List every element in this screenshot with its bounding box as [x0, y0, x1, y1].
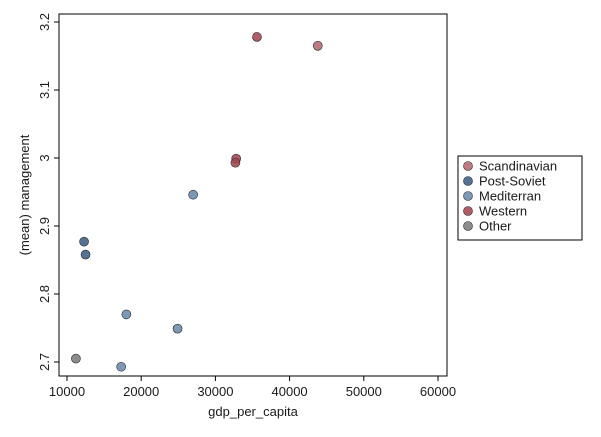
- x-axis-label: gdp_per_capita: [208, 404, 298, 419]
- y-tick-label: 2.8: [37, 285, 52, 303]
- legend-label: Other: [479, 219, 512, 234]
- data-point: [80, 249, 91, 260]
- legend-marker: [463, 176, 473, 186]
- x-tick-label: 60000: [420, 384, 456, 399]
- plot-frame: [58, 13, 448, 377]
- y-tick-label: 3: [37, 154, 52, 161]
- legend-label: Scandinavian: [479, 159, 557, 174]
- legend-label: Mediterran: [479, 189, 541, 204]
- data-point: [116, 361, 126, 372]
- legend-label: Post-Soviet: [479, 174, 546, 189]
- x-tick-label: 30000: [197, 384, 233, 399]
- x-tick-label: 10000: [49, 384, 85, 399]
- legend: ScandinavianPost-SovietMediterranWestern…: [457, 155, 583, 241]
- x-tick-label: 20000: [123, 384, 159, 399]
- legend-marker: [463, 191, 473, 201]
- data-point: [252, 32, 262, 42]
- y-tick-label: 3.2: [37, 13, 52, 31]
- legend-marker: [463, 221, 473, 231]
- data-point: [230, 157, 241, 168]
- data-point: [312, 40, 323, 51]
- legend-box: [457, 155, 583, 241]
- x-tick-label: 50000: [346, 384, 382, 399]
- y-tick-label: 2.9: [37, 217, 52, 235]
- x-axis: 10000 20000 30000 40000 50000 60000: [49, 376, 456, 399]
- data-points: [71, 32, 323, 372]
- data-point: [71, 353, 81, 364]
- legend-marker: [463, 206, 473, 216]
- legend-marker: [463, 161, 473, 171]
- data-point: [121, 309, 132, 320]
- y-tick-label: 3.1: [37, 81, 52, 99]
- y-tick-label: 2.7: [37, 353, 52, 371]
- y-axis-label: (mean) management: [17, 134, 32, 255]
- x-tick-label: 40000: [272, 384, 308, 399]
- data-point: [79, 236, 89, 247]
- y-axis: 2.7 2.8 2.9 3 3.1 3.2: [37, 13, 59, 371]
- legend-label: Western: [479, 204, 527, 219]
- data-point: [172, 323, 183, 334]
- data-point: [188, 189, 198, 200]
